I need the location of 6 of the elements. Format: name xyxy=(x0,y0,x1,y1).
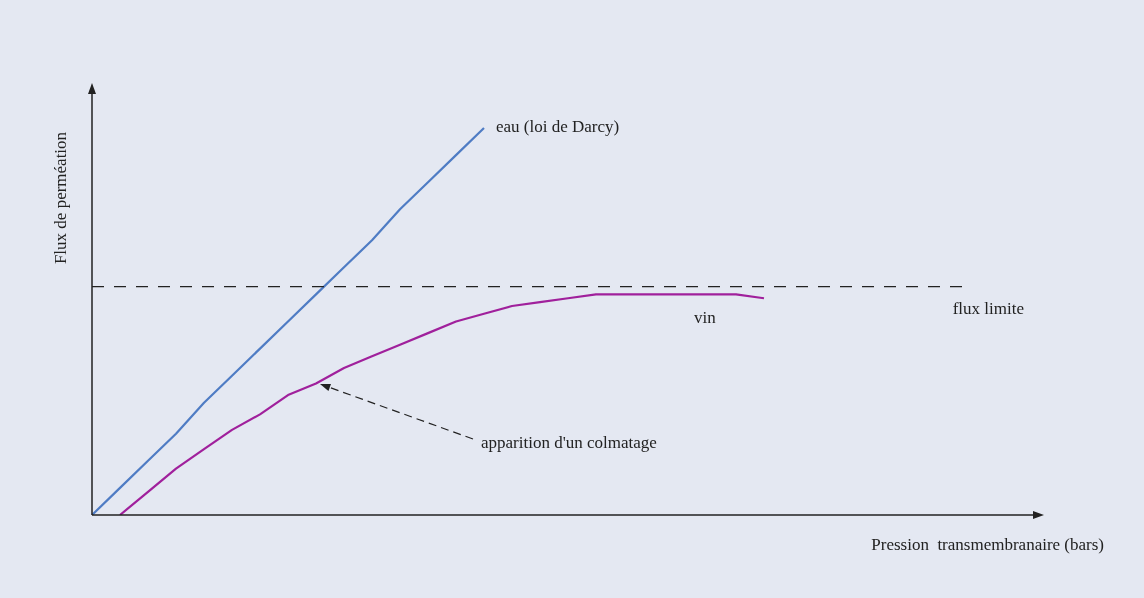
series-label: eau (loi de Darcy) xyxy=(496,117,620,137)
y-axis-title: Flux de perméation xyxy=(50,131,70,265)
series-label: vin xyxy=(694,308,717,328)
annotation: apparition d'un colmatage xyxy=(481,432,657,452)
x-axis-title: Pression transmembranaire (bars) xyxy=(871,534,1104,554)
ref-line-label: flux limite xyxy=(952,298,1024,318)
